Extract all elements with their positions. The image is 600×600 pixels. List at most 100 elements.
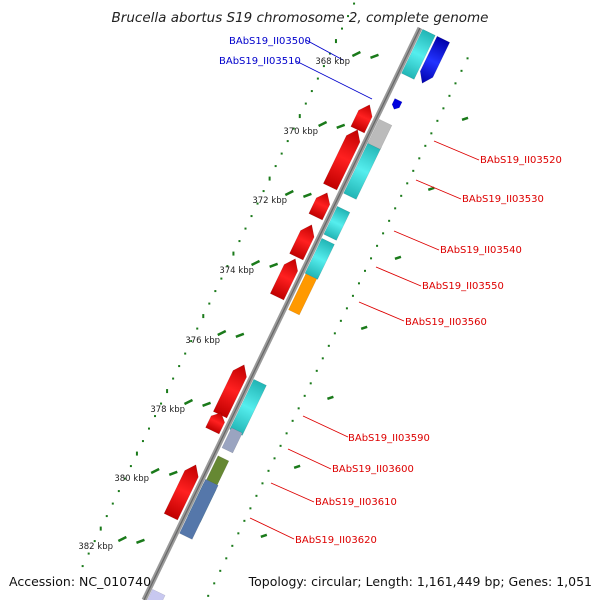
gc-dot — [250, 215, 253, 218]
gc-dot — [280, 152, 283, 155]
cds-feature — [304, 237, 335, 280]
gc-dot — [406, 182, 409, 185]
tick-mark — [302, 192, 312, 199]
cds-feature — [146, 588, 166, 600]
gc-dot — [213, 582, 216, 585]
topology-text: Topology: circular; Length: 1,161,449 bp… — [248, 574, 592, 589]
tick-mark — [269, 262, 279, 269]
gc-dash — [293, 464, 301, 469]
cds-feature-shape — [229, 378, 267, 436]
gc-dot — [225, 557, 228, 560]
gene-label[interactable]: BAbS19_II03500 — [229, 36, 311, 47]
gc-dot — [340, 27, 343, 30]
gene-label[interactable]: BAbS19_II03550 — [422, 281, 504, 292]
gene-label[interactable]: BAbS19_II03620 — [295, 535, 377, 546]
gene-label[interactable]: BAbS19_II03530 — [462, 194, 544, 205]
tick-label: 370 kbp — [283, 127, 318, 137]
gc-dot — [243, 519, 246, 522]
gc-dot — [208, 302, 211, 305]
gc-dot — [207, 594, 210, 597]
gene-feature — [391, 98, 403, 110]
gc-dot — [135, 451, 138, 456]
gc-dash — [284, 189, 294, 197]
gc-dot — [436, 119, 439, 122]
gene-label[interactable]: BAbS19_II03590 — [348, 433, 430, 444]
tick-mark — [336, 123, 346, 130]
leader-line — [393, 230, 440, 251]
gc-dot — [123, 477, 126, 480]
gc-dot — [388, 219, 391, 222]
gc-skew-track — [81, 2, 361, 568]
gc-dot — [279, 444, 282, 447]
gene-feature-shape — [308, 192, 331, 221]
gc-dot — [255, 494, 258, 497]
cds-feature — [179, 478, 219, 540]
gc-dot — [327, 344, 330, 347]
gc-dot — [160, 402, 163, 405]
gene-label[interactable]: BAbS19_II03610 — [315, 497, 397, 508]
gc-dot — [231, 544, 234, 547]
gene-label[interactable]: BAbS19_II03540 — [440, 245, 522, 256]
gc-dot — [309, 382, 312, 385]
gc-dot — [418, 157, 421, 160]
gc-dot — [316, 77, 319, 80]
leader-line — [433, 140, 480, 161]
gc-dot — [328, 52, 331, 55]
gc-dot — [345, 307, 348, 310]
cds-feature — [221, 427, 243, 454]
gc-dot — [219, 569, 222, 572]
cds-feature-shape — [367, 118, 393, 150]
gene-label[interactable]: BAbS19_II03520 — [480, 155, 562, 166]
gene-feature-shape — [269, 258, 298, 301]
gc-dot — [370, 257, 373, 260]
gc-dash — [217, 329, 227, 337]
cds-feature — [367, 118, 393, 150]
gc-dot — [357, 282, 360, 285]
tick-label: 378 kbp — [150, 405, 185, 415]
tick-mark — [136, 538, 145, 545]
leader-line — [249, 517, 295, 540]
gc-dot — [196, 327, 199, 330]
cds-feature-shape — [146, 588, 166, 600]
map-title: Brucella abortus S19 chromosome 2, compl… — [112, 10, 489, 26]
gc-content-track — [207, 57, 469, 597]
gene-feature — [289, 224, 315, 261]
gc-dot — [249, 507, 252, 510]
gc-dot — [214, 290, 217, 293]
gc-dot — [321, 357, 324, 360]
gene-label[interactable]: BAbS19_II03510 — [219, 56, 301, 67]
gc-dot — [105, 515, 108, 518]
cds-feature — [288, 273, 318, 316]
gc-dot — [190, 340, 193, 343]
gc-dot — [261, 482, 264, 485]
cds-feature-shape — [179, 478, 219, 540]
gc-dot — [202, 314, 205, 319]
gene-features — [146, 28, 451, 600]
gc-dot — [172, 377, 175, 380]
gc-dot — [430, 132, 433, 135]
cds-feature — [206, 455, 230, 486]
gc-dash — [318, 120, 328, 128]
gc-dot — [285, 432, 288, 435]
tick-label: 374 kbp — [219, 266, 254, 276]
gc-dot — [442, 107, 445, 110]
tick-mark — [202, 401, 212, 408]
gc-dash — [427, 186, 435, 191]
gc-dot — [184, 352, 187, 355]
gc-dot — [267, 469, 270, 472]
accession-text: Accession: NC_010740 — [9, 574, 151, 589]
cds-feature-shape — [323, 205, 351, 241]
gene-label[interactable]: BAbS19_II03560 — [405, 317, 487, 328]
gene-label[interactable]: BAbS19_II03600 — [332, 464, 414, 475]
gc-dot — [400, 194, 403, 197]
cds-feature — [401, 28, 436, 80]
gc-dot — [87, 552, 90, 555]
gc-dot — [147, 427, 150, 430]
gene-feature — [205, 412, 225, 435]
gc-dash — [461, 116, 469, 121]
gc-dot — [394, 207, 397, 210]
position-ticks — [136, 53, 379, 545]
gc-dash — [327, 395, 334, 400]
gc-dot — [412, 169, 415, 172]
gc-dot — [256, 202, 259, 205]
